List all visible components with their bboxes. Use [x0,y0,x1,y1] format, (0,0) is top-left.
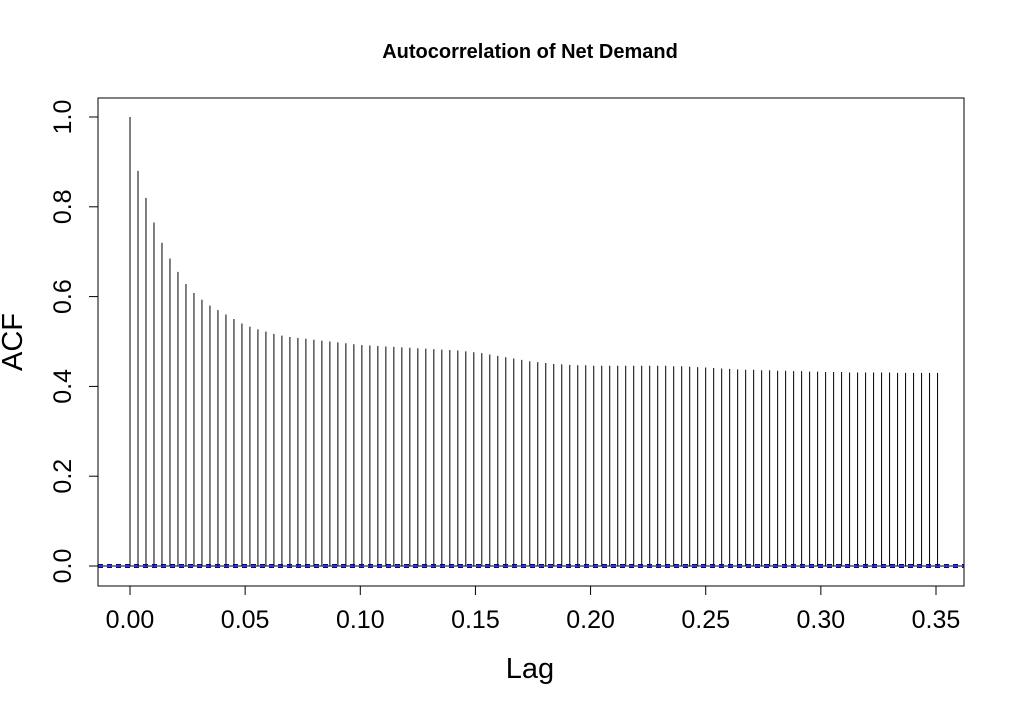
x-tick-label: 0.15 [451,606,500,634]
y-tick-label: 0.4 [49,369,77,404]
y-tick-label: 1.0 [49,100,77,135]
chart-title: Autocorrelation of Net Demand [382,41,678,63]
y-tick-label: 0.6 [49,279,77,314]
y-tick-label: 0.0 [49,549,77,584]
x-tick-label: 0.00 [106,606,155,634]
x-tick-label: 0.10 [336,606,385,634]
x-axis: 0.00 0.05 0.10 0.15 0.20 0.25 0.30 0.35 [106,585,961,634]
x-tick-label: 0.25 [681,606,730,634]
y-axis: 0.0 0.2 0.4 0.6 0.8 1.0 [49,100,99,584]
y-tick-label: 0.8 [49,189,77,224]
reference-lines [98,564,964,568]
x-tick-label: 0.30 [797,606,846,634]
y-axis-label: ACF [0,313,29,371]
x-tick-label: 0.35 [912,606,961,634]
x-tick-label: 0.05 [221,606,270,634]
x-axis-label: Lag [506,653,554,685]
x-tick-label: 0.20 [566,606,615,634]
acf-bars [129,117,939,566]
y-tick-label: 0.2 [49,459,77,494]
